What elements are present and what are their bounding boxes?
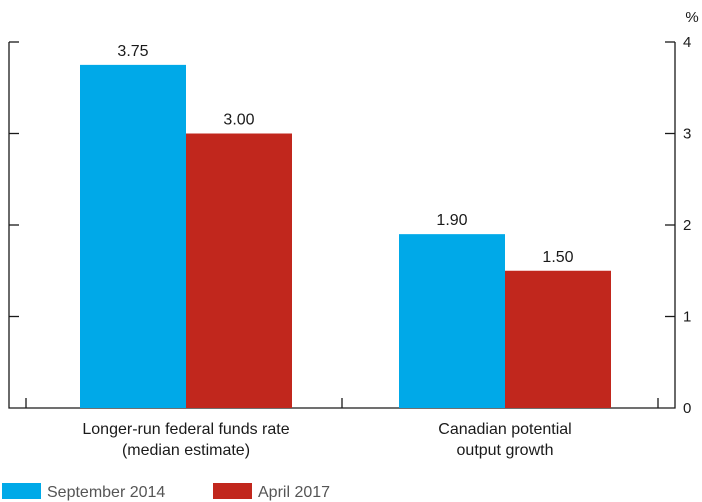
category-label: output growth — [457, 442, 554, 459]
data-label: 1.90 — [436, 212, 467, 229]
y-tick-label: 0 — [683, 400, 691, 417]
axis-ticks: 0 1 2 3 4 — [9, 34, 691, 417]
data-label: 3.00 — [223, 112, 254, 129]
bar-april-2017 — [186, 133, 292, 408]
category-label: Canadian potential — [438, 421, 571, 438]
legend-label: September 2014 — [47, 484, 165, 501]
y-tick-label: 4 — [683, 34, 691, 51]
category-labels: Longer-run federal funds rate (median est… — [82, 421, 571, 459]
plot-area: 0 1 2 3 4 3.75 1.90 3.00 1.50 Longer-run federa… — [8, 9, 699, 459]
category-label: Longer-run federal funds rate — [82, 421, 289, 438]
bar-april-2017 — [505, 270, 611, 408]
y-tick-label: 3 — [683, 126, 691, 143]
legend-swatch — [213, 483, 252, 499]
y-tick-label: 2 — [683, 217, 691, 234]
data-label: 1.50 — [542, 249, 573, 266]
data-labels: 3.75 1.90 3.00 1.50 — [117, 43, 573, 266]
category-label: (median estimate) — [122, 442, 250, 459]
legend: September 2014 April 2017 — [2, 483, 330, 501]
y-tick-label: 1 — [683, 309, 691, 326]
bars — [80, 64, 611, 408]
data-label: 3.75 — [117, 43, 148, 60]
bar-september-2014 — [399, 234, 505, 408]
y-axis-unit-label: % — [685, 9, 698, 26]
legend-label: April 2017 — [258, 484, 330, 501]
bar-september-2014 — [80, 64, 186, 408]
legend-swatch — [2, 483, 41, 499]
